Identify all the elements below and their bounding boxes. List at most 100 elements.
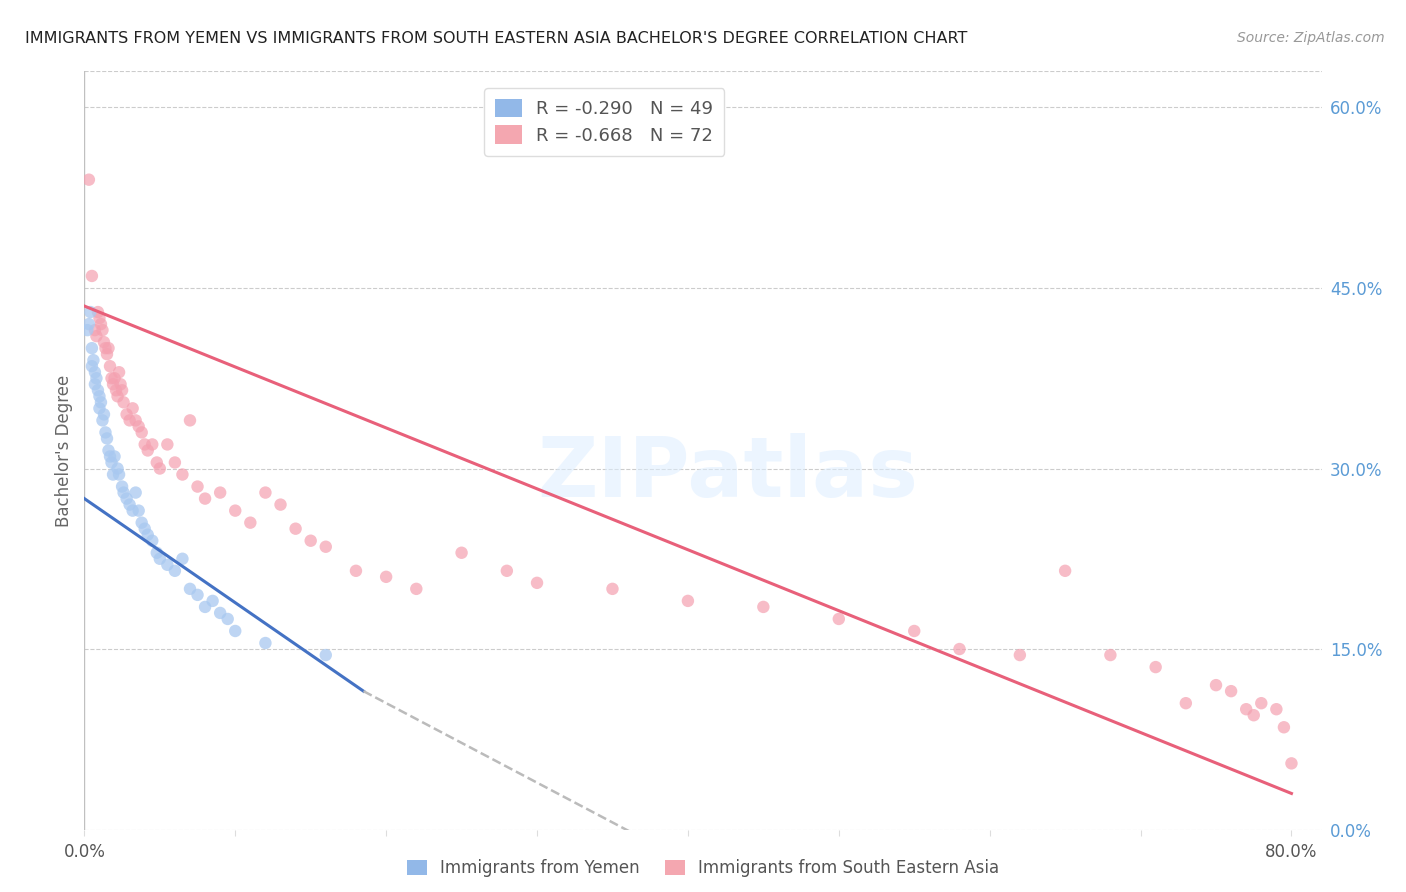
Point: [121, 401, 143, 416]
Point: [105, 384, 128, 398]
Point: [93, 335, 115, 350]
Point: [86, 371, 108, 385]
Point: [209, 606, 232, 620]
Point: [94, 341, 117, 355]
Point: [676, 594, 699, 608]
Point: [405, 582, 427, 596]
Point: [1099, 648, 1122, 662]
Point: [602, 582, 624, 596]
Point: [903, 624, 925, 638]
Point: [80, 341, 103, 355]
Point: [141, 437, 163, 451]
Point: [101, 467, 124, 482]
Text: ZIPatlas: ZIPatlas: [537, 433, 918, 514]
Point: [91, 323, 114, 337]
Legend: R = -0.290   N = 49, R = -0.668   N = 72: R = -0.290 N = 49, R = -0.668 N = 72: [484, 88, 724, 155]
Point: [103, 371, 125, 385]
Point: [100, 371, 122, 385]
Point: [79, 305, 101, 319]
Point: [224, 624, 246, 638]
Point: [344, 564, 367, 578]
Point: [526, 575, 548, 590]
Point: [495, 564, 517, 578]
Point: [172, 551, 194, 566]
Point: [128, 419, 150, 434]
Point: [128, 503, 150, 517]
Point: [134, 437, 156, 451]
Point: [270, 498, 292, 512]
Point: [1272, 720, 1295, 734]
Point: [94, 425, 117, 440]
Point: [100, 455, 122, 469]
Point: [77, 317, 100, 331]
Point: [224, 503, 246, 517]
Point: [108, 467, 131, 482]
Point: [80, 268, 103, 283]
Point: [115, 408, 138, 422]
Point: [1144, 660, 1167, 674]
Point: [80, 359, 103, 374]
Point: [98, 359, 121, 374]
Point: [194, 599, 217, 614]
Point: [201, 594, 224, 608]
Point: [239, 516, 262, 530]
Point: [194, 491, 217, 506]
Point: [82, 353, 104, 368]
Point: [179, 582, 201, 596]
Point: [1220, 684, 1243, 698]
Point: [103, 450, 125, 464]
Point: [217, 612, 239, 626]
Point: [91, 413, 114, 427]
Point: [136, 527, 159, 541]
Point: [1205, 678, 1227, 692]
Point: [1265, 702, 1288, 716]
Point: [89, 311, 111, 326]
Point: [76, 323, 98, 337]
Point: [115, 491, 138, 506]
Point: [108, 365, 131, 379]
Legend: Immigrants from Yemen, Immigrants from South Eastern Asia: Immigrants from Yemen, Immigrants from S…: [401, 853, 1005, 884]
Point: [156, 437, 179, 451]
Point: [315, 540, 337, 554]
Point: [1174, 696, 1197, 710]
Point: [172, 467, 194, 482]
Point: [1234, 702, 1257, 716]
Point: [209, 485, 232, 500]
Point: [84, 377, 107, 392]
Point: [124, 413, 146, 427]
Point: [101, 377, 124, 392]
Point: [156, 558, 179, 572]
Point: [1008, 648, 1031, 662]
Text: IMMIGRANTS FROM YEMEN VS IMMIGRANTS FROM SOUTH EASTERN ASIA BACHELOR'S DEGREE CO: IMMIGRANTS FROM YEMEN VS IMMIGRANTS FROM…: [25, 31, 967, 46]
Point: [96, 347, 118, 361]
Point: [315, 648, 337, 662]
Point: [284, 522, 307, 536]
Point: [149, 461, 172, 475]
Point: [254, 485, 277, 500]
Point: [1243, 708, 1265, 723]
Point: [146, 455, 169, 469]
Point: [98, 450, 121, 464]
Point: [299, 533, 322, 548]
Point: [1250, 696, 1272, 710]
Point: [84, 323, 107, 337]
Point: [87, 305, 110, 319]
Y-axis label: Bachelor's Degree: Bachelor's Degree: [55, 375, 73, 526]
Text: R Immigrants from Yemen: R Immigrants from Yemen: [450, 869, 468, 870]
Point: [254, 636, 277, 650]
Point: [1281, 756, 1303, 771]
Point: [450, 546, 472, 560]
Point: [96, 432, 118, 446]
Point: [112, 395, 135, 409]
Point: [90, 317, 112, 331]
Point: [134, 522, 156, 536]
Point: [163, 455, 186, 469]
Point: [124, 485, 146, 500]
Point: [77, 172, 100, 186]
Point: [89, 389, 111, 403]
Point: [131, 516, 153, 530]
Point: [89, 401, 111, 416]
Point: [136, 443, 159, 458]
Point: [375, 570, 398, 584]
Point: [112, 485, 135, 500]
